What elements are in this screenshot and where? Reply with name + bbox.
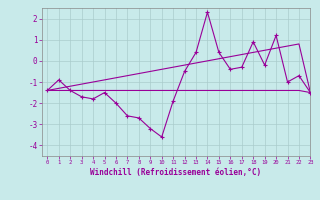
- X-axis label: Windchill (Refroidissement éolien,°C): Windchill (Refroidissement éolien,°C): [91, 168, 261, 177]
